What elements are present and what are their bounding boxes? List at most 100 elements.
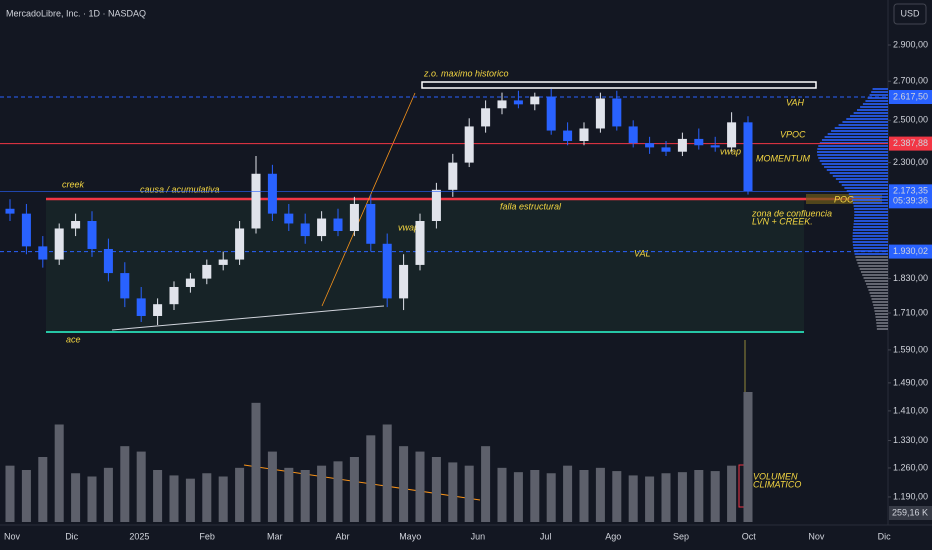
x-tick-label: Jul xyxy=(540,531,552,541)
x-tick-label: Dic xyxy=(878,531,891,541)
candle-body xyxy=(382,243,392,299)
candle-body xyxy=(103,248,113,274)
annotation: creek xyxy=(62,179,85,189)
profile-bar xyxy=(824,166,888,168)
candle-body xyxy=(546,96,556,131)
volume-bar xyxy=(235,467,245,522)
price-tag xyxy=(889,184,932,209)
annotation: LVN + CREEK. xyxy=(752,216,813,226)
candle-body xyxy=(727,122,737,148)
volume-bar xyxy=(284,467,294,522)
profile-bar xyxy=(864,280,888,282)
profile-bar xyxy=(821,163,888,165)
profile-bar xyxy=(853,250,888,252)
y-tick-label: 1.490,00 xyxy=(893,377,928,387)
volume-bar xyxy=(727,465,737,522)
volume-bar xyxy=(513,472,523,522)
candle-body xyxy=(169,286,179,305)
volume-bar xyxy=(497,467,507,522)
currency[interactable]: USD xyxy=(900,8,920,18)
profile-bar xyxy=(876,328,888,330)
profile-bar xyxy=(873,304,888,306)
candle-body xyxy=(530,96,540,105)
volume-bar xyxy=(579,470,589,522)
profile-bar xyxy=(827,133,888,135)
currency-button[interactable] xyxy=(893,3,927,25)
y-tick-label: 2.700,00 xyxy=(893,76,928,86)
profile-bar xyxy=(838,181,888,183)
candle-body xyxy=(71,220,81,229)
candle-body xyxy=(218,259,228,265)
volume-bar xyxy=(645,476,655,522)
profile-bar xyxy=(854,211,888,213)
volume-bar xyxy=(185,478,195,522)
x-tick-label: Oct xyxy=(742,531,757,541)
annotation: z.o. maximo historico xyxy=(423,68,509,78)
volume-bar xyxy=(38,457,48,522)
candle-body xyxy=(333,218,343,231)
volume-bar xyxy=(628,475,638,522)
profile-bar xyxy=(834,127,888,129)
candle-body xyxy=(710,145,720,148)
profile-bar xyxy=(838,124,888,126)
price-tag xyxy=(889,136,932,151)
profile-bar xyxy=(817,154,888,156)
volume-bar xyxy=(677,472,687,522)
volume-bar xyxy=(5,465,15,522)
x-tick-label: Jun xyxy=(471,531,486,541)
candle-body xyxy=(87,220,97,249)
x-tick-label: 2025 xyxy=(129,531,149,541)
profile-bar xyxy=(874,310,888,312)
y-tick-label: 1.410,00 xyxy=(893,405,928,415)
candle-body xyxy=(267,173,277,214)
volume-bar xyxy=(153,470,163,522)
price-tag xyxy=(889,90,932,105)
profile-bar xyxy=(850,196,888,198)
candle-body xyxy=(612,98,622,127)
volume-bar xyxy=(120,446,130,522)
candle-body xyxy=(284,213,294,224)
volume-bar xyxy=(21,470,31,522)
annotation: falla estructural xyxy=(500,201,562,211)
volume-bar xyxy=(661,473,671,522)
profile-bar xyxy=(869,94,888,96)
volume-bar xyxy=(710,471,720,522)
profile-bar xyxy=(868,289,888,291)
profile-bar xyxy=(867,286,888,288)
price-tag-label: 2.387,88 xyxy=(893,138,928,148)
profile-bar xyxy=(848,193,888,195)
candle-body xyxy=(563,130,573,142)
candle-body xyxy=(120,273,130,299)
profile-bar xyxy=(835,178,888,180)
candle-body xyxy=(694,138,704,146)
profile-bar xyxy=(831,130,888,132)
profile-bar xyxy=(854,217,888,219)
profile-bar xyxy=(875,313,888,315)
profile-bar xyxy=(856,259,888,261)
profile-bar xyxy=(818,145,888,147)
profile-bar xyxy=(856,109,888,111)
annotation: VAL xyxy=(634,248,651,258)
profile-bar xyxy=(824,136,888,138)
profile-bar xyxy=(852,241,888,243)
candle-body xyxy=(415,220,425,265)
profile-bar xyxy=(853,223,888,225)
volume-bar xyxy=(333,461,343,522)
x-tick-label: Abr xyxy=(335,531,349,541)
profile-bar xyxy=(816,151,888,153)
profile-bar xyxy=(853,112,888,114)
volume-bar xyxy=(546,473,556,522)
profile-bar xyxy=(852,232,888,234)
volume-bar xyxy=(530,470,540,522)
profile-bar xyxy=(829,172,888,174)
candle-body xyxy=(153,304,163,316)
profile-bar xyxy=(873,307,888,309)
candle-body xyxy=(513,100,523,105)
volume-bar xyxy=(399,446,409,522)
range-box xyxy=(46,199,804,332)
profile-bar xyxy=(858,265,888,267)
volume-bar xyxy=(563,465,573,522)
candle-body xyxy=(661,147,671,152)
